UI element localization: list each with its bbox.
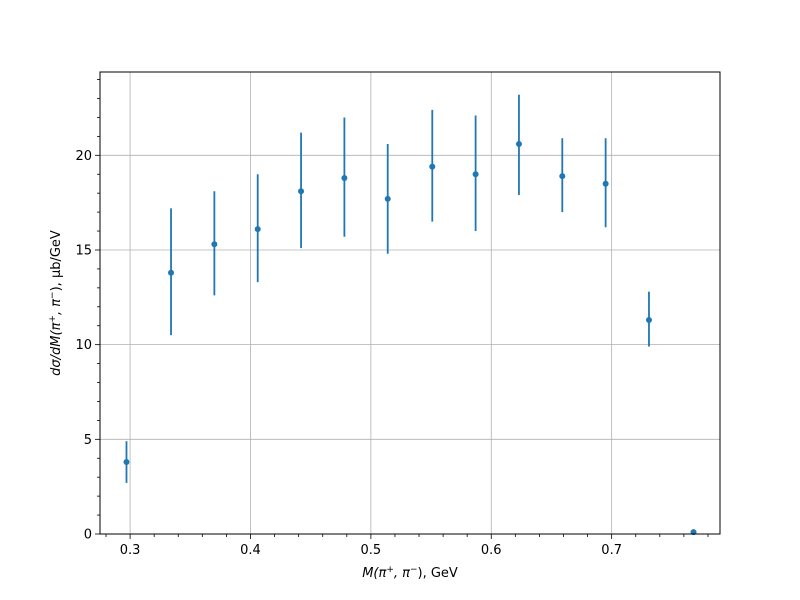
data-point — [559, 173, 566, 180]
x-tick-label: 0.5 — [361, 543, 382, 558]
x-tick-label: 0.7 — [601, 543, 622, 558]
y-label-sup1: + — [48, 315, 58, 323]
y-tick-label: 20 — [75, 149, 92, 164]
x-label-mid: , π — [394, 566, 410, 581]
y-tick-label: 5 — [84, 433, 92, 448]
data-point — [341, 175, 348, 182]
x-label-sup1: + — [386, 565, 394, 575]
x-tick-label: 0.3 — [120, 543, 141, 558]
y-label-base: dσ/dM(π — [49, 322, 64, 375]
data-point — [472, 171, 479, 178]
data-marks — [123, 94, 697, 536]
x-tick-label: 0.6 — [481, 543, 502, 558]
x-label-end: ), GeV — [418, 566, 458, 581]
data-point — [211, 241, 218, 248]
y-label-end: ), μb/GeV — [49, 230, 64, 291]
x-label-sup2: − — [410, 565, 418, 575]
y-tick-label: 15 — [75, 243, 92, 258]
y-tick-label: 0 — [84, 528, 92, 543]
y-axis-label: dσ/dM(π+, π−), μb/GeV — [48, 230, 64, 376]
data-point — [429, 163, 436, 170]
data-point — [384, 195, 391, 202]
ticks: 0.3 0.4 0.5 0.6 0.7 0 5 10 15 20 — [75, 79, 709, 558]
x-tick-label: 0.4 — [240, 543, 261, 558]
grid-layer — [100, 72, 720, 535]
data-point — [168, 269, 175, 276]
plot-frame — [99, 71, 721, 535]
y-tick-label: 10 — [75, 338, 92, 353]
data-point — [645, 317, 652, 324]
data-point — [123, 459, 130, 466]
x-label-base: M(π — [362, 566, 386, 581]
data-point — [602, 180, 609, 187]
data-point — [254, 226, 261, 233]
axes — [99, 71, 721, 535]
y-label-sup2: − — [48, 291, 58, 299]
x-axis-label: M(π+, π−), GeV — [362, 565, 458, 581]
data-point — [515, 140, 522, 147]
y-label-mid: , π — [49, 299, 64, 315]
data-point — [298, 188, 305, 195]
